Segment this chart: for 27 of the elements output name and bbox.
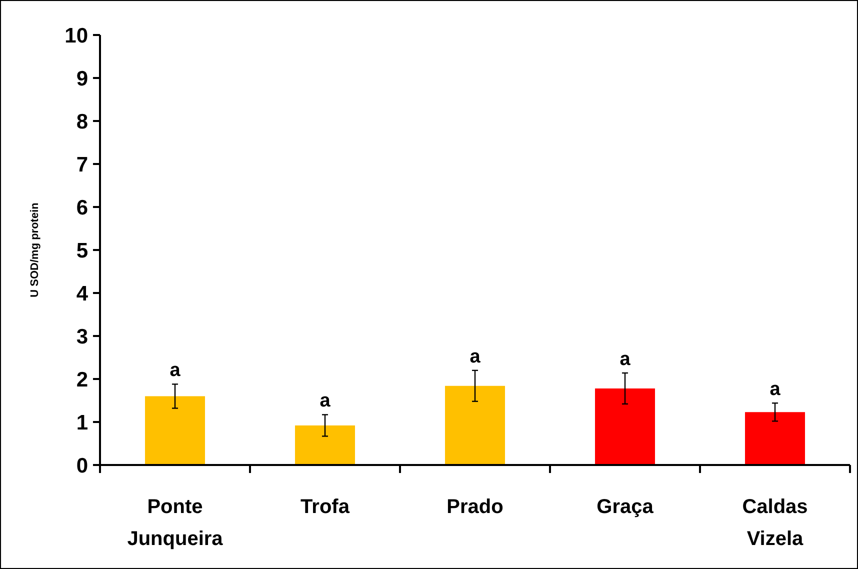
bar xyxy=(295,425,355,465)
bar xyxy=(595,388,655,465)
y-tick-label: 5 xyxy=(76,239,88,262)
x-tick-label: Graça xyxy=(596,496,654,518)
annotation: a xyxy=(170,360,181,382)
bar xyxy=(445,386,505,465)
y-tick-label: 6 xyxy=(76,196,88,220)
y-tick-label: 0 xyxy=(76,454,88,478)
annotation: a xyxy=(470,346,481,368)
bar xyxy=(745,412,805,465)
y-tick-label: 4 xyxy=(76,282,88,306)
y-tick-label: 8 xyxy=(76,110,88,134)
y-tick-label: 9 xyxy=(76,67,88,90)
x-tick-label: Caldas Vizela xyxy=(742,496,808,550)
annotation: a xyxy=(320,390,331,412)
y-tick-label: 3 xyxy=(76,325,88,348)
y-tick-label: 1 xyxy=(76,411,88,434)
x-tick-label: Ponte Junqueira xyxy=(127,496,224,550)
annotation: a xyxy=(620,348,631,370)
y-tick-label: 10 xyxy=(64,24,88,48)
x-tick-label: Prado xyxy=(446,496,504,518)
y-axis-title: U SOD/mg protein xyxy=(29,202,41,298)
y-tick-label: 7 xyxy=(76,153,88,176)
y-tick-label: 2 xyxy=(76,368,88,392)
x-tick-label: Trofa xyxy=(300,496,350,518)
bar xyxy=(145,396,205,465)
annotation: a xyxy=(770,379,781,400)
